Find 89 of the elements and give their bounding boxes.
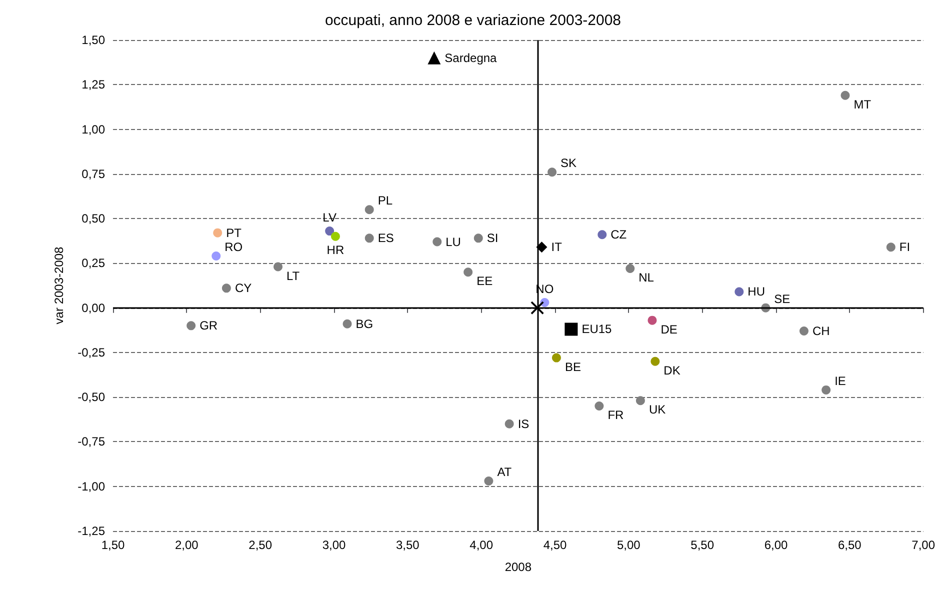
point xyxy=(364,234,374,243)
y-axis-title: var 2003-2008 xyxy=(52,246,66,324)
series-label: SE xyxy=(774,292,790,306)
series-label: GR xyxy=(200,318,218,333)
point xyxy=(213,228,222,238)
series-label: SI xyxy=(486,231,498,246)
point xyxy=(330,232,340,241)
series-label: AT xyxy=(497,465,512,480)
x-tick-label: 2,50 xyxy=(248,538,272,552)
series-label: EE xyxy=(476,274,493,288)
point xyxy=(648,316,657,325)
series-label: FI xyxy=(899,240,910,254)
point xyxy=(474,234,483,243)
series-label: FR xyxy=(608,408,624,422)
y-tick-label: 0,75 xyxy=(82,166,106,181)
point xyxy=(598,230,607,240)
point xyxy=(325,226,334,236)
point xyxy=(840,90,850,100)
x-tick-label: 5,00 xyxy=(616,538,641,552)
series-label: IT xyxy=(551,240,563,254)
series-label: Sardegna xyxy=(444,50,498,65)
x-tick-label: 3,00 xyxy=(322,538,346,552)
series-label: BG xyxy=(356,316,374,331)
point xyxy=(484,476,494,486)
point xyxy=(594,402,604,411)
y-tick-label: -0,25 xyxy=(78,345,106,360)
y-tick-label: -1,25 xyxy=(78,524,106,538)
y-tick-label: -0,75 xyxy=(78,434,106,449)
series-label: HR xyxy=(326,242,344,257)
point xyxy=(564,322,578,336)
y-tick-label: 1,00 xyxy=(82,122,106,136)
chart-title: occupati, anno 2008 e variazione 2003-2008 xyxy=(324,12,622,29)
series-label: PT xyxy=(226,226,242,240)
series-label: CY xyxy=(234,281,252,296)
series-label: BE xyxy=(564,360,581,374)
x-tick-label: 6,00 xyxy=(764,538,788,552)
point xyxy=(212,252,221,261)
series-label: HU xyxy=(748,284,765,299)
series-label: CZ xyxy=(610,228,627,242)
series-label: IE xyxy=(834,374,846,388)
x-tick-label: 6,50 xyxy=(838,538,862,552)
x-tick-label: 5,50 xyxy=(690,538,714,552)
series-label: CH xyxy=(812,324,830,338)
series-label: IS xyxy=(518,416,530,431)
point xyxy=(536,242,548,253)
point xyxy=(650,356,660,366)
y-tick-label: 1,50 xyxy=(82,33,106,47)
point xyxy=(886,242,896,252)
point xyxy=(464,268,473,277)
series-label: NL xyxy=(638,270,654,285)
series-label: EU15 xyxy=(582,322,612,336)
point xyxy=(222,284,231,293)
x-tick-label: 4,50 xyxy=(543,538,567,552)
point xyxy=(428,51,441,64)
series-label: ES xyxy=(378,231,394,246)
x-tick-label: 2,00 xyxy=(174,538,199,552)
x-tick-label: 1,50 xyxy=(101,538,125,552)
y-tick-label: 0,50 xyxy=(82,212,106,226)
point xyxy=(274,262,283,272)
x-axis-title: 2008 xyxy=(504,560,532,574)
point xyxy=(186,321,196,330)
point xyxy=(552,353,561,362)
series-label: MT xyxy=(854,97,872,112)
series-label: DK xyxy=(664,363,680,378)
y-tick-label: -1,00 xyxy=(78,479,106,494)
point xyxy=(636,396,645,406)
y-tick-label: 1,25 xyxy=(82,78,106,92)
point xyxy=(504,419,514,428)
series-label: RO xyxy=(224,240,243,254)
point xyxy=(822,385,831,394)
series-label: PL xyxy=(378,194,393,208)
y-tick-label: 0,25 xyxy=(82,256,106,270)
point xyxy=(548,168,557,177)
series-label: UK xyxy=(648,402,666,417)
x-tick-label: 7,00 xyxy=(912,538,936,552)
point xyxy=(342,319,352,328)
series-label: LT xyxy=(286,268,300,283)
y-tick-label: -0,50 xyxy=(78,390,106,404)
point xyxy=(734,287,744,296)
point xyxy=(626,264,635,274)
y-tick-label: 0,00 xyxy=(82,300,106,315)
x-tick-label: 3,50 xyxy=(396,538,420,552)
point xyxy=(432,237,442,246)
series-label: LU xyxy=(446,234,461,249)
series-label: DE xyxy=(660,322,678,336)
point xyxy=(799,326,808,336)
x-tick-label: 4,00 xyxy=(470,538,494,552)
point xyxy=(364,205,374,214)
series-label: SK xyxy=(560,156,577,170)
